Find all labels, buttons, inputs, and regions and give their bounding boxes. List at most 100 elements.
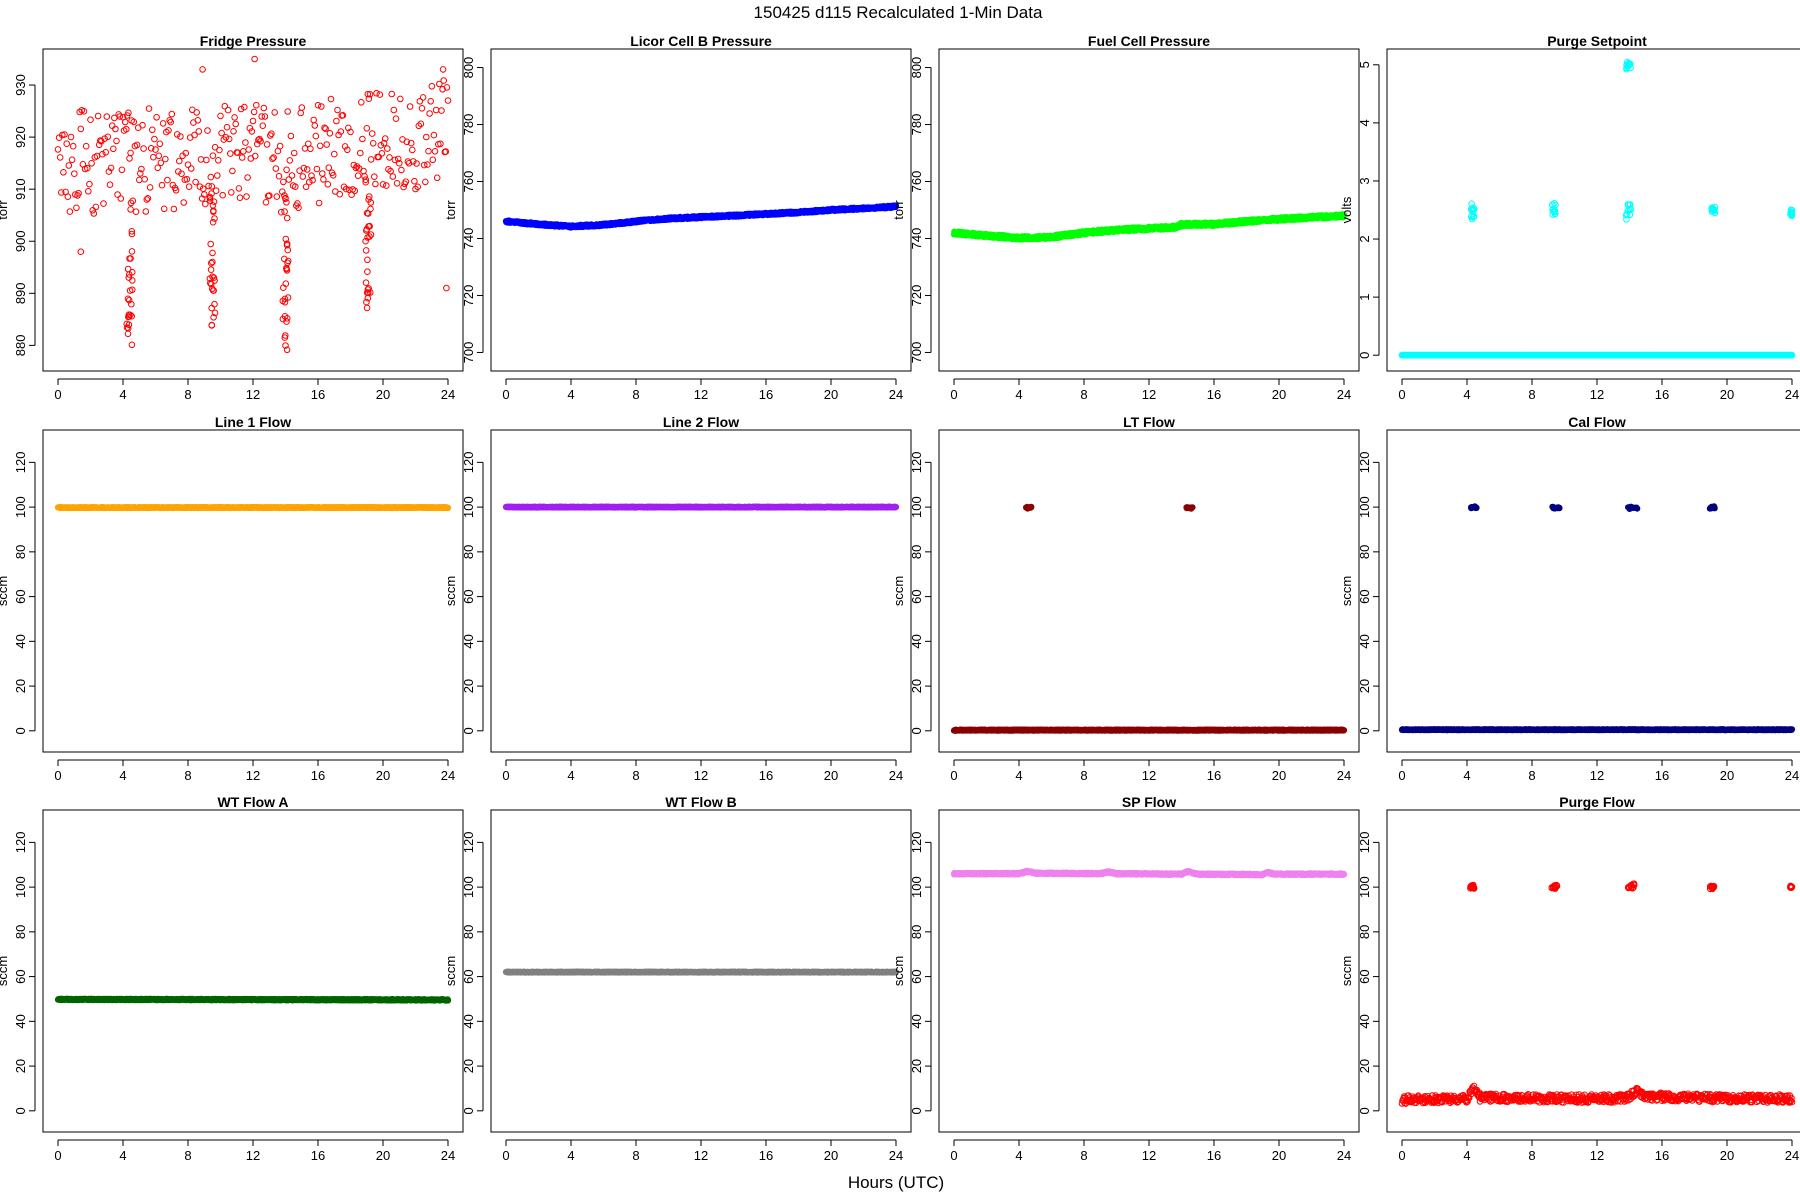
panel-fridge-pressure-point <box>400 183 407 191</box>
panel-fridge-pressure-point <box>205 182 212 190</box>
panel-fridge-pressure-point <box>56 154 64 161</box>
figure-xlabel: Hours (UTC) <box>848 1173 944 1192</box>
panel-fridge-pressure-point <box>424 161 431 168</box>
panel-fridge-pressure-point <box>336 190 344 198</box>
panel-fridge-pressure-point <box>212 187 220 194</box>
panel-fridge-pressure-ytick-label: 930 <box>13 74 28 96</box>
panel-fridge-pressure-point <box>128 341 136 349</box>
panel-fridge-pressure-point <box>314 101 322 109</box>
panel-fridge-pressure-point <box>275 172 283 180</box>
panel-fridge-pressure-point <box>155 152 163 160</box>
panel-fuel-cell-pressure-xtick-label: 20 <box>1272 387 1286 402</box>
panel-fridge-pressure-point <box>216 146 223 154</box>
panel-fridge-pressure-point <box>218 129 225 137</box>
panel-fridge-pressure-point <box>144 195 152 202</box>
panel-fridge-pressure-point <box>236 194 244 201</box>
panel-fridge-pressure-point <box>201 191 208 198</box>
panel-fridge-pressure-point <box>263 141 271 148</box>
panel-fridge-pressure-point <box>276 142 284 150</box>
panel-fridge-pressure-point <box>288 172 296 179</box>
panel-fridge-pressure-point <box>363 125 371 132</box>
panel-fridge-pressure-point <box>211 277 218 284</box>
panel-fridge-pressure-point <box>279 315 287 323</box>
panel-purge-setpoint-points <box>1398 58 1796 359</box>
panel-fridge-pressure-point <box>363 209 371 217</box>
panel-fridge-pressure-point <box>366 222 373 230</box>
panel-licor-cell-b-pressure-ytick-label: 700 <box>461 342 476 364</box>
panel-fridge-pressure-point <box>86 180 93 188</box>
panel-fridge-pressure-point <box>379 181 387 188</box>
panel-fridge-pressure-point <box>225 135 233 143</box>
panel-fridge-pressure-point <box>151 135 158 143</box>
panel-fridge-pressure-point <box>283 265 290 273</box>
panel-fridge-pressure-point <box>207 266 215 274</box>
panel-fridge-pressure-point <box>127 149 134 157</box>
panel-fridge-pressure-point <box>75 189 82 197</box>
panel-purge-setpoint-ytick-label: 2 <box>1357 235 1372 242</box>
panel-fridge-pressure-point <box>422 178 429 186</box>
panel-fridge-pressure-point <box>342 185 350 193</box>
panel-fridge-pressure-point <box>114 191 121 198</box>
panel-fridge-pressure-point <box>195 128 203 135</box>
panel-fridge-pressure-point <box>316 142 324 150</box>
panel-fridge-pressure-point <box>378 150 386 157</box>
panel-fridge-pressure-point <box>437 140 444 148</box>
panel-purge-setpoint-xtick-label: 24 <box>1785 387 1799 402</box>
panel-fridge-pressure-point <box>194 117 202 124</box>
panel-fridge-pressure-point <box>137 170 144 177</box>
panel-fridge-pressure-point <box>371 173 378 180</box>
panel-fridge-pressure-point <box>61 131 68 138</box>
panel-fridge-pressure-point <box>210 208 217 215</box>
panel-fridge-pressure-point <box>127 206 134 213</box>
panel-fridge-pressure-point <box>307 145 314 153</box>
panel-fridge-pressure-point <box>103 113 111 120</box>
panel-fuel-cell-pressure-ytick-label: 700 <box>909 342 924 364</box>
panel-fuel-cell-pressure-xtick-label: 16 <box>1207 387 1221 402</box>
panel-fuel-cell-pressure-xtick-label: 0 <box>950 387 957 402</box>
panel-fridge-pressure-point <box>362 247 370 254</box>
panel-fridge-pressure-point <box>270 154 277 161</box>
panel-fridge-pressure-point <box>281 255 288 263</box>
panel-fridge-pressure-point <box>325 164 333 171</box>
panel-fridge-pressure-point <box>172 187 180 194</box>
panel-purge-setpoint-xtick-label: 8 <box>1528 387 1535 402</box>
panel-fridge-pressure-point <box>100 200 107 207</box>
panel-fridge-pressure-point <box>390 106 398 114</box>
panel-fridge-pressure-xtick-label: 24 <box>441 387 455 402</box>
panel-fridge-pressure-point <box>440 77 448 84</box>
panel-fridge-pressure-point <box>327 95 335 103</box>
panel-fridge-pressure-point <box>54 146 62 153</box>
panel-fridge-pressure-point <box>262 199 270 206</box>
panel-fridge-pressure-point <box>207 240 214 248</box>
panel-fridge-pressure-point <box>283 166 290 174</box>
panel-fridge-pressure-point <box>232 120 239 128</box>
panel-fridge-pressure-point <box>361 173 368 180</box>
panel-fridge-pressure-point <box>392 115 400 122</box>
panel-fridge-pressure-point <box>124 325 132 332</box>
panel-fridge-pressure-point <box>187 165 195 172</box>
panel-fridge-pressure-point <box>407 139 415 147</box>
panel-fridge-pressure-point <box>277 208 285 216</box>
panel-purge-setpoint-xtick-label: 12 <box>1590 387 1604 402</box>
panel-fridge-pressure-point <box>63 140 70 147</box>
panel-fridge-pressure-point <box>127 199 135 207</box>
panel-purge-setpoint-ytick-label: 4 <box>1357 119 1372 126</box>
panel-fridge-pressure-point <box>282 332 289 339</box>
panel-fuel-cell-pressure-ylabel: torr <box>891 200 906 220</box>
panel-fridge-pressure-point <box>126 155 133 162</box>
panel-fridge-pressure-ytick-label: 900 <box>13 230 28 252</box>
panel-fridge-pressure-point <box>209 249 216 257</box>
panel-fridge-pressure-point <box>227 150 234 157</box>
panel-fridge-pressure-point <box>364 268 371 276</box>
panel-fridge-pressure-point <box>415 122 423 130</box>
panel-fridge-pressure-point <box>426 110 433 117</box>
panel-fridge-pressure-point <box>286 157 294 164</box>
panel-fridge-pressure-point <box>176 157 183 165</box>
panel-fridge-pressure-point <box>180 199 187 206</box>
panel-fridge-pressure-point <box>417 120 425 128</box>
panel-fridge-pressure-point <box>396 159 403 167</box>
panel-purge-setpoint-xtick-label: 20 <box>1720 387 1734 402</box>
panel-fridge-pressure-point <box>199 66 206 73</box>
panel-fridge-pressure-point <box>128 230 136 238</box>
panel-fridge-pressure-point <box>92 203 100 211</box>
